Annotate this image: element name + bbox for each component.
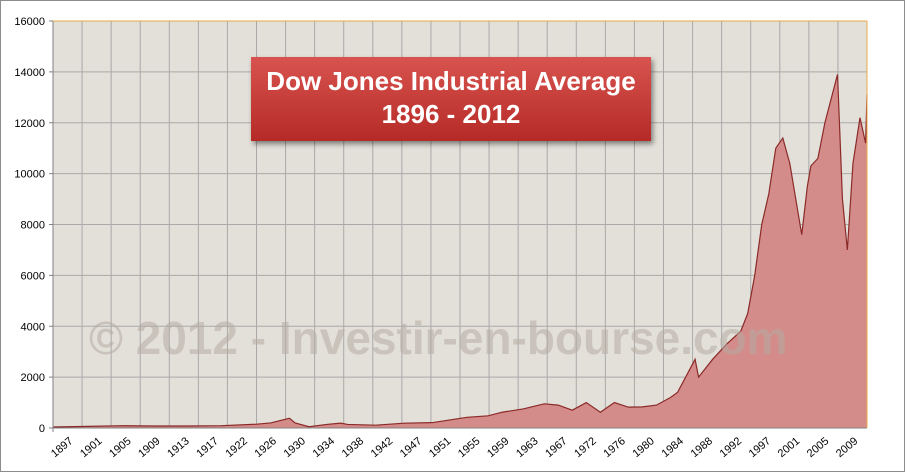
x-tick-label: 1951 [427,435,453,460]
chart-title: Dow Jones Industrial Average [266,66,636,96]
y-tick-label: 12000 [14,118,45,130]
x-tick-label: 1976 [601,435,627,460]
watermark-text: © 2012 - Investir-en-bourse.com [89,312,788,364]
y-tick-label: 2000 [21,372,45,384]
y-tick-label: 0 [39,423,45,435]
x-tick-label: 1922 [223,435,249,460]
y-tick-label: 8000 [21,220,45,232]
x-tick-label: 1905 [107,435,133,460]
x-tick-label: 2009 [834,435,860,460]
x-tick-label: 1930 [282,435,308,460]
x-tick-label: 1938 [340,435,366,460]
x-tick-label: 1942 [369,435,395,460]
y-tick-label: 4000 [21,321,45,333]
x-tick-label: 1988 [689,435,715,460]
x-tick-label: 1955 [456,435,482,460]
y-tick-label: 6000 [21,270,45,282]
x-tick-label: 1947 [398,435,424,460]
x-tick-label: 1963 [514,435,540,460]
y-tick-label: 10000 [14,169,45,181]
x-tick-label: 1934 [311,435,337,460]
x-tick-labels: 1897 1901 1905 1909 1913 1917 1922 1926 1930 1934… [49,435,860,460]
x-tick-label: 1901 [78,435,104,460]
x-tick-label: 1897 [49,435,75,460]
x-tick-label: 1992 [718,435,744,460]
series-area [53,74,867,428]
x-tick-label: 1967 [543,435,569,460]
chart-title-box: Dow Jones Industrial Average 1896 - 2012 [251,57,651,141]
series-line [52,74,868,428]
chart-subtitle: 1896 - 2012 [381,99,521,129]
x-tick-label: 1984 [659,435,685,460]
x-tick-label: 2001 [776,435,802,460]
x-tick-label: 1959 [485,435,511,460]
x-tick-label: 1997 [747,435,773,460]
y-tick-label: 14000 [14,67,45,79]
x-tick-label: 1913 [165,435,191,460]
x-tick-label: 1972 [572,435,598,460]
y-tick-label: 16000 [14,16,45,28]
x-tick-label: 1917 [194,435,220,460]
y-tick-labels: 0 2000 4000 6000 8000 10000 12000 14000 16000 [14,16,45,435]
x-tick-label: 1980 [630,435,656,460]
x-tick-label: 1909 [136,435,162,460]
series-layer [52,74,868,428]
x-tick-label: 1926 [252,435,278,460]
x-tick-label: 2005 [805,435,831,460]
axes [49,20,868,432]
